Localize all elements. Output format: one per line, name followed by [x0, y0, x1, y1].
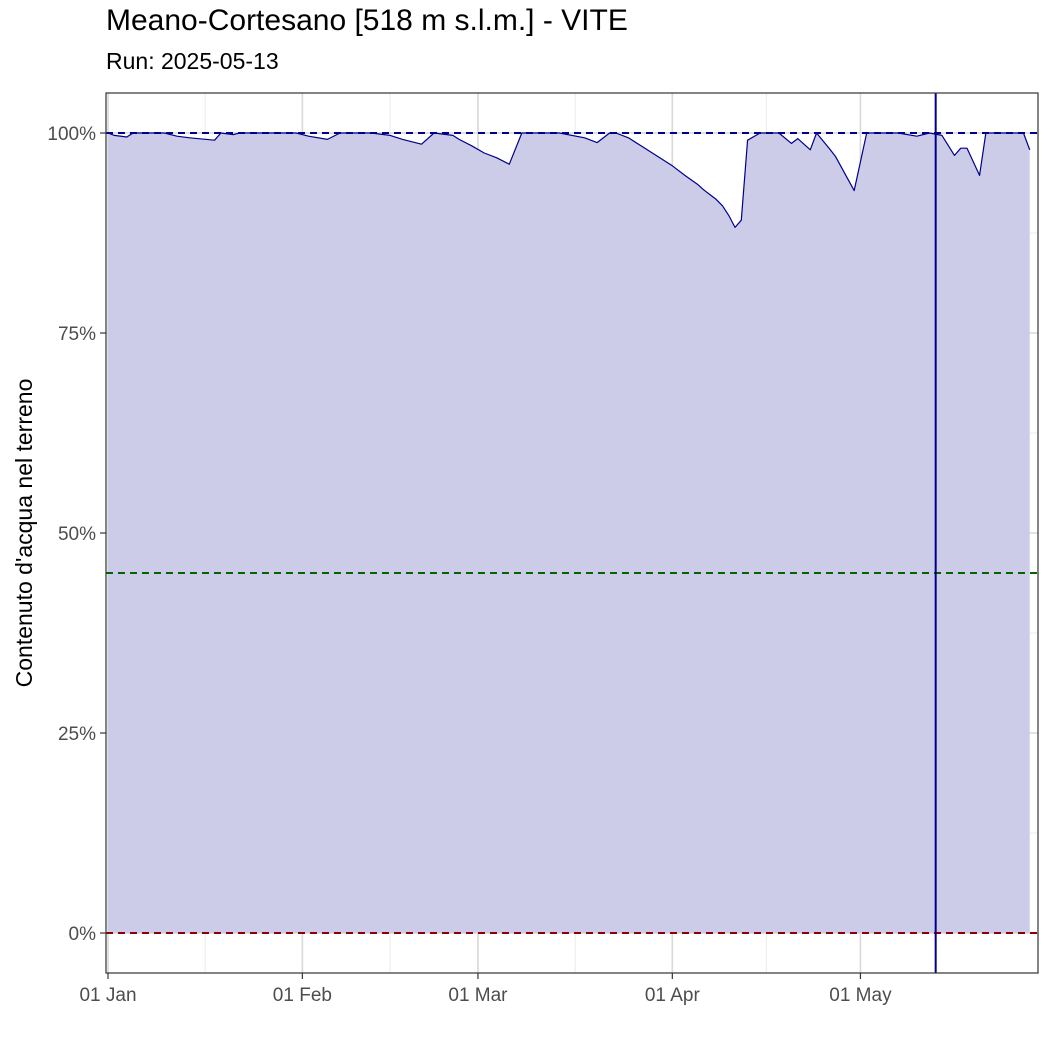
x-tick-label: 01 Feb: [273, 985, 332, 1006]
y-axis-label: Contenuto d'acqua nel terreno: [11, 379, 37, 688]
x-tick-label: 01 Apr: [645, 985, 701, 1006]
chart-subtitle: Run: 2025-05-13: [106, 48, 279, 74]
chart-title: Meano-Cortesano [518 m s.l.m.] - VITE: [106, 4, 628, 37]
y-axis: 0% 25% 50% 75% 100%: [47, 124, 106, 945]
y-tick-label: 100%: [47, 124, 96, 145]
x-tick-label: 01 Mar: [448, 985, 508, 1006]
y-tick-label: 75%: [58, 324, 96, 345]
y-tick-label: 50%: [58, 524, 96, 545]
x-tick-label: 01 May: [829, 985, 892, 1006]
soil-water-line: [107, 132, 1031, 228]
x-axis: 01 Jan 01 Feb 01 Mar 01 Apr 01 May: [79, 973, 892, 1006]
y-tick-label: 25%: [58, 724, 96, 745]
y-tick-label: 0%: [69, 924, 97, 945]
x-tick-label: 01 Jan: [79, 985, 136, 1006]
soil-water-area: [108, 133, 1030, 933]
